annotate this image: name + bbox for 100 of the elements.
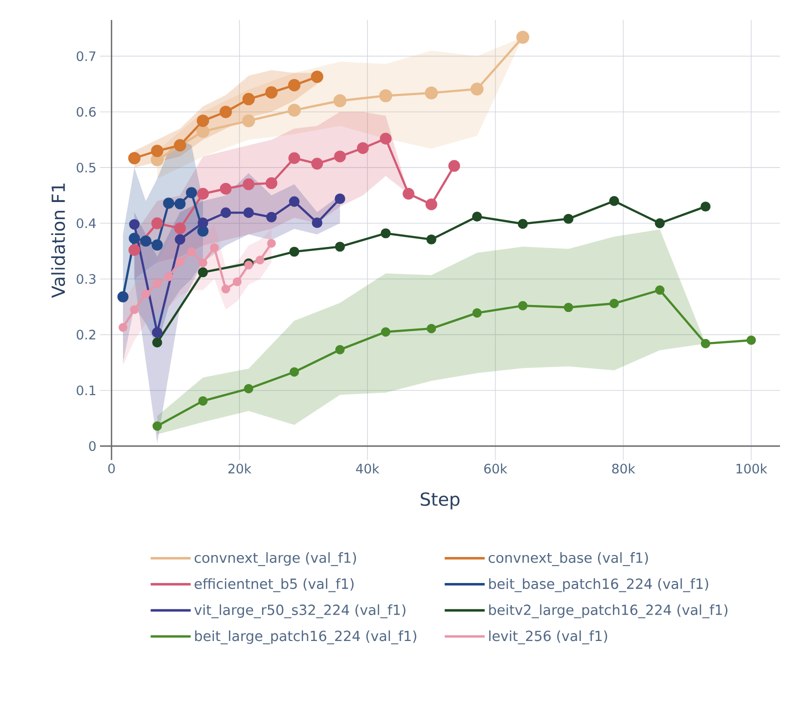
point [426,324,436,334]
point [197,226,209,237]
point [609,298,619,308]
point [163,198,174,209]
point [152,327,162,338]
point [472,212,482,222]
legend-label: beitv2_large_patch16_224 (val_f1) [489,604,728,618]
x-axis-title: Step [420,492,460,510]
point [518,218,528,229]
y-tick-label: 0.5 [76,162,96,172]
legend-label: convnext_base (val_f1) [488,552,648,566]
point [186,187,198,198]
point [564,302,574,312]
point [174,222,186,234]
point [288,104,301,117]
point [266,177,278,190]
x-tick-label: 20k [228,464,252,474]
point [379,89,392,102]
point [128,152,141,164]
point [198,217,208,228]
point [472,308,482,318]
point [334,242,345,252]
y-tick-label: 0.3 [76,274,96,284]
point [128,244,140,256]
point [197,188,209,200]
point [518,301,528,310]
point [164,272,174,282]
point [563,214,574,224]
point [174,234,186,245]
point [448,160,460,172]
point [655,285,664,295]
y-tick-label: 0.1 [76,385,96,396]
point [746,336,756,345]
point [128,232,140,244]
point [356,142,369,154]
point [130,305,139,314]
point [402,188,414,200]
point [198,258,208,268]
point [242,114,256,128]
point [700,338,710,348]
point [700,202,711,212]
y-tick-label: 0.4 [76,218,96,228]
legend-label: beit_large_patch16_224 (val_f1) [195,630,416,644]
point [152,421,162,431]
point [187,247,196,256]
point [312,217,322,228]
point [311,158,323,170]
point [256,256,264,264]
point [266,212,277,222]
point [265,86,278,99]
point [609,196,620,206]
x-tick-label: 60k [484,464,508,474]
point [288,152,300,164]
legend-label: vit_large_r50_s32_224 (val_f1) [194,604,406,618]
point [174,198,186,210]
point [129,219,140,230]
point [152,337,162,348]
point [232,277,242,286]
point [426,234,436,244]
x-tick-label: 100k [736,464,768,474]
point [242,178,254,190]
point [152,239,163,251]
point [220,207,232,218]
y-axis-title: Validation F1 [51,184,66,298]
point [210,243,219,252]
point [198,396,208,406]
point [118,323,128,332]
point [424,86,438,100]
point [244,384,254,394]
point [152,279,162,288]
x-tick-label: 40k [356,464,380,474]
legend-label: convnext_large (val_f1) [194,552,356,566]
point [334,193,346,204]
y-tick-label: 0.2 [76,330,96,340]
point [654,218,665,228]
y-tick-label: 0 [89,441,96,451]
point [198,267,208,278]
point [381,327,390,337]
point [380,132,392,144]
point [243,207,254,218]
point [516,30,530,44]
point [196,114,210,127]
point [470,82,484,96]
point [289,246,300,257]
point [117,291,129,302]
point [196,124,210,138]
point [310,70,324,83]
point [244,260,253,270]
point [334,150,346,162]
point [335,345,345,354]
point [174,139,186,152]
point [221,284,230,294]
point [176,257,184,266]
x-tick-label: 80k [612,464,636,474]
point [220,182,232,195]
point [425,198,438,210]
point [289,196,300,207]
legend-label: levit_256 (val_f1) [489,630,608,644]
point [267,238,276,248]
y-tick-label: 0.6 [76,106,96,117]
